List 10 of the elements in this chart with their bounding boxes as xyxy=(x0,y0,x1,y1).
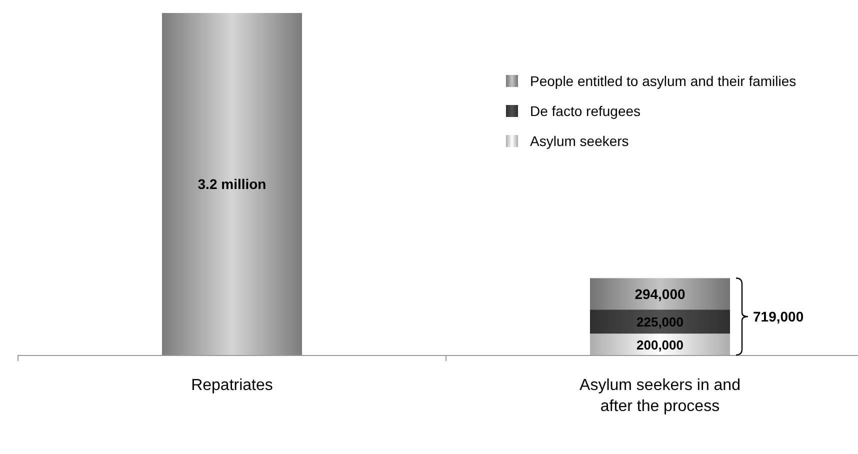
x-tick-label: Repatriates xyxy=(191,377,273,394)
data-label: 200,000 xyxy=(636,337,684,352)
legend-label: People entitled to asylum and their families xyxy=(530,73,796,89)
data-label: 225,000 xyxy=(636,314,684,330)
total-label: 719,000 xyxy=(753,308,804,325)
x-tick-label: Asylum seekers in and after the process xyxy=(580,377,740,415)
data-label: 294,000 xyxy=(634,286,686,302)
legend-label: Asylum seekers xyxy=(530,133,629,149)
legend-label: De facto refugees xyxy=(530,103,641,119)
data-label: 3.2 million xyxy=(198,176,266,192)
